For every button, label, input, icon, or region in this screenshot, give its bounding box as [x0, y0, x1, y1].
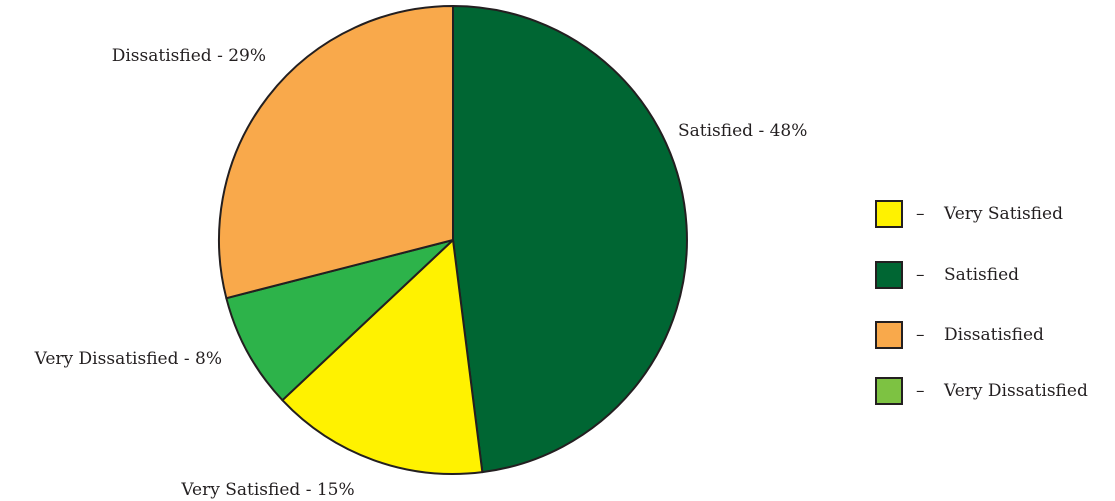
- slice-label-very-satisfied: Very Satisfied - 15%: [180, 480, 354, 500]
- legend-label-satisfied: Satisfied: [944, 265, 1019, 285]
- pie-slice-satisfied: [452, 5, 688, 474]
- slice-label-satisfied: Satisfied - 48%: [678, 121, 807, 141]
- legend-item-dissatisfied: – Dissatisfied: [875, 321, 1044, 349]
- legend-dash: –: [916, 204, 925, 224]
- legend-swatch-very-satisfied: [875, 200, 903, 228]
- slice-label-dissatisfied: Dissatisfied - 29%: [112, 46, 266, 66]
- pie-slices: [218, 5, 688, 475]
- slice-label-very-dissatisfied: Very Dissatisfied - 8%: [34, 349, 222, 369]
- legend-swatch-very-dissatisfied: [875, 377, 903, 405]
- legend-swatch-dissatisfied: [875, 321, 903, 349]
- legend-swatch-satisfied: [875, 261, 903, 289]
- pie-slice-very-satisfied: [281, 239, 484, 475]
- legend-dash: –: [916, 381, 925, 401]
- legend: – Very Satisfied – Satisfied – Dissatisf…: [875, 200, 1088, 405]
- legend-label-dissatisfied: Dissatisfied: [944, 325, 1044, 345]
- legend-item-very-satisfied: – Very Satisfied: [875, 200, 1063, 228]
- legend-dash: –: [916, 325, 925, 345]
- legend-label-very-satisfied: Very Satisfied: [943, 204, 1063, 224]
- pie-slice-very-dissatisfied: [225, 239, 454, 402]
- legend-item-very-dissatisfied: – Very Dissatisfied: [875, 377, 1088, 405]
- legend-label-very-dissatisfied: Very Dissatisfied: [943, 381, 1088, 401]
- pie-slice-dissatisfied: [218, 5, 454, 300]
- legend-item-satisfied: – Satisfied: [875, 261, 1019, 289]
- legend-dash: –: [916, 265, 925, 285]
